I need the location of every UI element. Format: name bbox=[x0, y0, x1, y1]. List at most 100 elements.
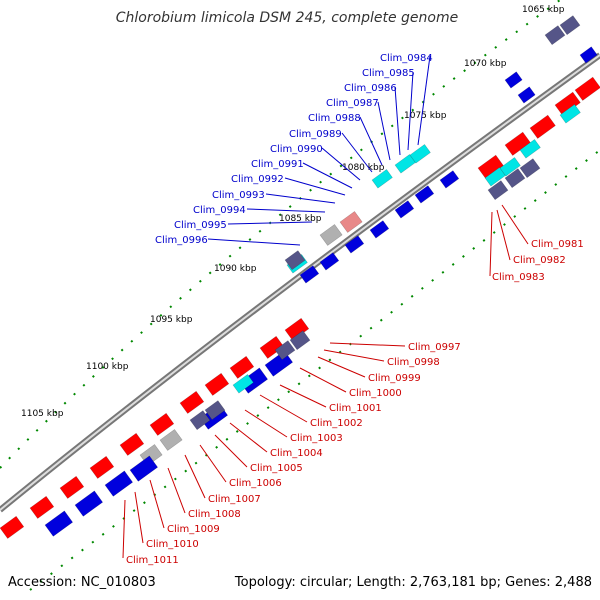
gene-label[interactable]: Clim_1008 bbox=[188, 509, 241, 520]
reverse-gene-block[interactable] bbox=[369, 220, 390, 239]
leader-line bbox=[501, 204, 529, 245]
forward-gene-block[interactable] bbox=[204, 372, 230, 396]
gene-label[interactable]: Clim_0982 bbox=[513, 255, 566, 266]
rna-gene-block[interactable] bbox=[394, 154, 416, 174]
gene-label[interactable]: Clim_0985 bbox=[362, 68, 415, 79]
gene-label[interactable]: Clim_0990 bbox=[270, 144, 323, 155]
gene-label[interactable]: Clim_0999 bbox=[368, 373, 421, 384]
leader-line bbox=[259, 394, 308, 423]
gene-label[interactable]: Clim_1010 bbox=[146, 539, 199, 550]
forward-gene-block[interactable] bbox=[574, 76, 600, 101]
forward-gene-block[interactable] bbox=[149, 412, 175, 436]
other-gene-block[interactable] bbox=[204, 400, 226, 421]
gene-label[interactable]: Clim_1007 bbox=[208, 494, 261, 505]
rna-gene-block[interactable] bbox=[371, 169, 393, 189]
kbp-label-1075: 1075 kbp bbox=[404, 111, 447, 121]
gene-label[interactable]: Clim_0988 bbox=[308, 113, 361, 124]
gene-block[interactable] bbox=[339, 211, 363, 233]
reverse-gene-block[interactable] bbox=[344, 235, 365, 254]
gene-label[interactable]: Clim_1002 bbox=[310, 418, 363, 429]
reverse-gene-block[interactable] bbox=[44, 510, 73, 537]
other-gene-block[interactable] bbox=[274, 340, 296, 361]
gene-label[interactable]: Clim_1005 bbox=[250, 463, 303, 474]
forward-gene-block[interactable] bbox=[59, 475, 85, 499]
gene-label[interactable]: Clim_0984 bbox=[380, 53, 433, 64]
gene-label[interactable]: Clim_1001 bbox=[329, 403, 382, 414]
reverse-gene-block[interactable] bbox=[104, 470, 133, 497]
gene-label[interactable]: Clim_0986 bbox=[344, 83, 397, 94]
leader-line bbox=[149, 479, 165, 529]
gene-label[interactable]: Clim_0994 bbox=[193, 205, 246, 216]
reverse-gene-block[interactable] bbox=[394, 200, 415, 219]
leader-line bbox=[199, 444, 227, 483]
reverse-gene-block[interactable] bbox=[299, 265, 320, 284]
forward-gene-block[interactable] bbox=[529, 114, 556, 139]
reverse-gene-block[interactable] bbox=[517, 86, 536, 104]
other-gene-block[interactable] bbox=[544, 25, 566, 46]
leader-line bbox=[329, 342, 406, 347]
forward-gene-block[interactable] bbox=[29, 495, 55, 519]
leader-line bbox=[284, 177, 346, 196]
gene-label[interactable]: Clim_0992 bbox=[231, 174, 284, 185]
reverse-gene-block[interactable] bbox=[319, 252, 340, 271]
gene-label[interactable]: Clim_0998 bbox=[387, 357, 440, 368]
leader-line bbox=[489, 211, 493, 277]
gene-label[interactable]: Clim_0996 bbox=[155, 235, 208, 246]
reverse-gene-block[interactable] bbox=[579, 46, 598, 64]
kbp-label-1105: 1105 kbp bbox=[21, 409, 64, 419]
rna-gene-block[interactable] bbox=[559, 104, 581, 124]
gene-label[interactable]: Clim_0997 bbox=[408, 342, 461, 353]
forward-gene-block[interactable] bbox=[89, 455, 115, 479]
reverse-gene-block[interactable] bbox=[504, 71, 523, 89]
reverse-gene-block[interactable] bbox=[264, 350, 293, 377]
gene-label[interactable]: Clim_0987 bbox=[326, 98, 379, 109]
rna-gene-block[interactable] bbox=[484, 167, 506, 187]
kbp-label-1100: 1100 kbp bbox=[86, 362, 129, 372]
other-gene-block[interactable] bbox=[504, 168, 526, 189]
forward-gene-block[interactable] bbox=[259, 335, 285, 359]
reverse-gene-block[interactable] bbox=[439, 170, 460, 189]
gene-label[interactable]: Clim_0981 bbox=[531, 239, 584, 250]
leader-line bbox=[134, 491, 144, 544]
pseudogene-block[interactable] bbox=[159, 429, 183, 451]
other-gene-block[interactable] bbox=[519, 158, 541, 179]
gene-label[interactable]: Clim_0983 bbox=[492, 272, 545, 283]
gene-label[interactable]: Clim_0989 bbox=[289, 129, 342, 140]
leader-line bbox=[279, 384, 327, 408]
leader-line bbox=[317, 356, 366, 378]
reverse-gene-block[interactable] bbox=[129, 455, 158, 482]
rna-gene-block[interactable] bbox=[499, 157, 521, 177]
kbp-label-1085: 1085 kbp bbox=[279, 214, 322, 224]
rna-gene-block[interactable] bbox=[232, 374, 254, 394]
forward-gene-block[interactable] bbox=[119, 432, 145, 456]
rna-gene-block[interactable] bbox=[409, 144, 431, 164]
other-gene-block[interactable] bbox=[289, 330, 311, 351]
other-gene-block[interactable] bbox=[284, 250, 306, 271]
gene-label[interactable]: Clim_1011 bbox=[126, 555, 179, 566]
gene-label[interactable]: Clim_1003 bbox=[290, 433, 343, 444]
reverse-gene-block[interactable] bbox=[414, 185, 435, 204]
forward-gene-block[interactable] bbox=[0, 515, 25, 539]
gene-label[interactable]: Clim_0993 bbox=[212, 190, 265, 201]
gene-label[interactable]: Clim_1004 bbox=[270, 448, 323, 459]
gene-label[interactable]: Clim_0995 bbox=[174, 220, 227, 231]
other-gene-block[interactable] bbox=[189, 410, 211, 431]
genome-summary-text: Topology: circular; Length: 2,763,181 bp… bbox=[234, 575, 592, 590]
kbp-label-1070: 1070 kbp bbox=[464, 59, 507, 69]
right-gene-labels: Clim_0981 Clim_0982 Clim_0983 bbox=[492, 239, 584, 283]
leader-line bbox=[321, 147, 361, 181]
other-gene-block[interactable] bbox=[487, 180, 509, 201]
gene-label[interactable]: Clim_1000 bbox=[349, 388, 402, 399]
forward-gene-block[interactable] bbox=[179, 390, 205, 414]
leader-line bbox=[227, 221, 313, 225]
gene-label[interactable]: Clim_1009 bbox=[167, 524, 220, 535]
gene-label[interactable]: Clim_0991 bbox=[251, 159, 304, 170]
forward-gene-block[interactable] bbox=[229, 355, 255, 379]
other-gene-block[interactable] bbox=[559, 15, 581, 36]
reverse-gene-block[interactable] bbox=[74, 490, 103, 517]
pseudogene-block[interactable] bbox=[319, 224, 343, 246]
leader-line bbox=[122, 499, 126, 559]
rna-gene-block[interactable] bbox=[519, 139, 541, 159]
gene-label[interactable]: Clim_1006 bbox=[229, 478, 282, 489]
